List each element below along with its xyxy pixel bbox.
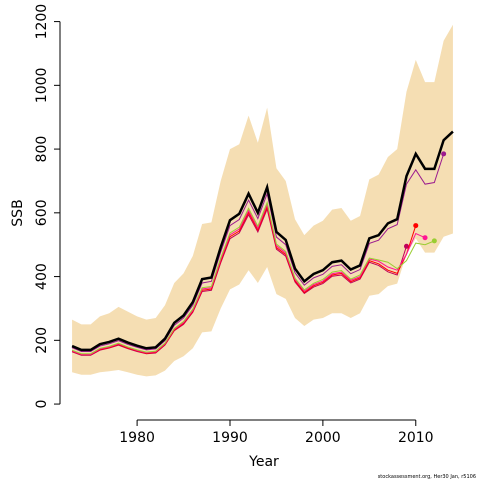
x-axis-title: Year (248, 454, 279, 470)
x-tick-label: 2010 (398, 430, 434, 446)
y-tick-label: 800 (34, 136, 50, 163)
y-tick-label: 600 (34, 199, 50, 226)
y-tick-label: 1200 (34, 4, 50, 40)
retro-endpoint (431, 238, 437, 244)
x-tick-label: 1980 (119, 430, 155, 446)
y-tick-label: 200 (34, 327, 50, 354)
retro-line (71, 200, 435, 355)
footer: stockassessment.org, Her30 Jan, r5106 (378, 474, 476, 480)
x-tick-label: 1990 (212, 430, 248, 446)
main-line (71, 130, 454, 352)
retro-endpoint (413, 223, 419, 229)
y-tick-label: 400 (34, 263, 50, 290)
retro-endpoint (441, 151, 447, 157)
retro-line (71, 153, 445, 352)
retro-line (71, 205, 417, 356)
y-tick-label: 1000 (34, 68, 50, 104)
retro-endpoint (422, 235, 428, 241)
x-tick-label: 2000 (305, 430, 341, 446)
y-tick-label: 0 (34, 400, 50, 409)
retro-line (71, 207, 407, 356)
retro-endpoint (403, 243, 409, 249)
y-axis-title: SSB (10, 199, 26, 226)
